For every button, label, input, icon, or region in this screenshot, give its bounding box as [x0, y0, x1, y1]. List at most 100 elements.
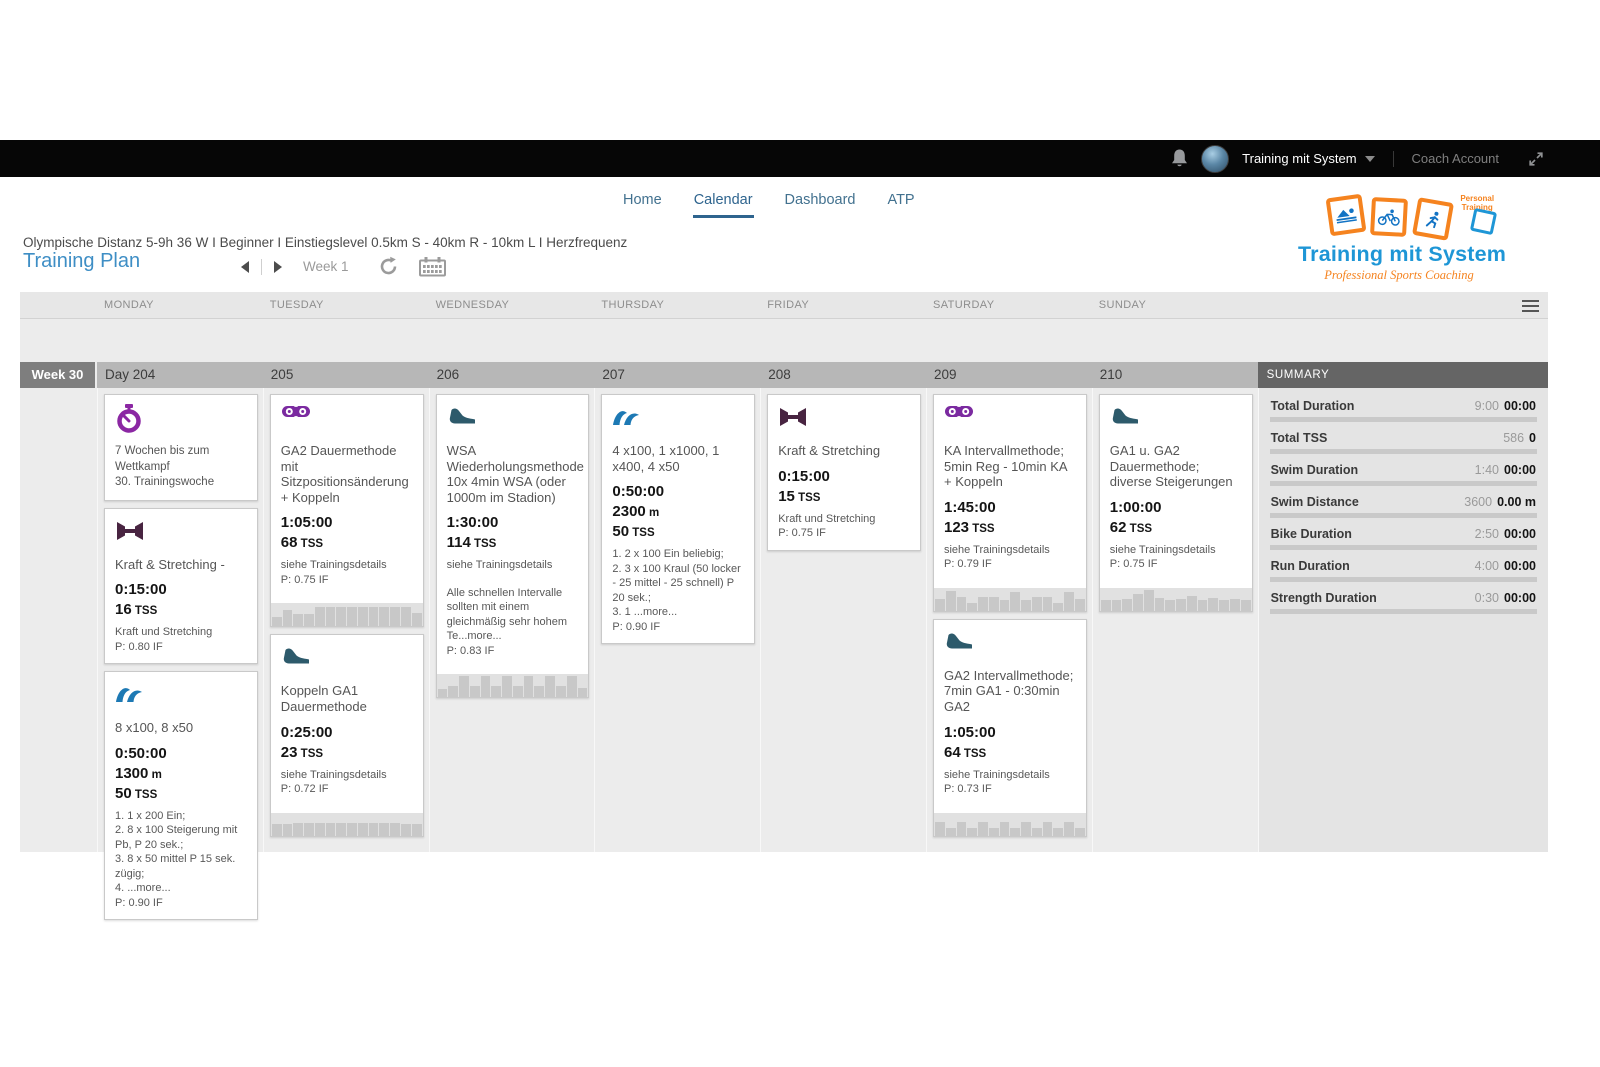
workout-card[interactable]: 8 x100, 8 x50 0:50:00 1300 m 50 TSS 1. 1 x 2…: [104, 671, 258, 921]
refresh-icon[interactable]: [378, 256, 399, 277]
workout-tss: 50 TSS: [115, 784, 158, 802]
workout-card[interactable]: 4 x100, 1 x1000, 1 x400, 4 x50 0:50:00 230…: [601, 394, 756, 645]
workout-intensity: P: 0.73 IF: [943, 783, 992, 796]
workout-details: Kraft und Stretching: [778, 512, 876, 525]
workout-duration: 0:25:00: [280, 723, 333, 741]
menu-icon[interactable]: [1522, 300, 1539, 315]
workout-intensity: P: 0.72 IF: [280, 783, 329, 796]
card-content: Kraft & Stretching - 0:15:00 16 TSS Kraft u…: [105, 509, 257, 664]
workout-tss: 64 TSS: [943, 743, 987, 761]
nav-dashboard[interactable]: Dashboard: [784, 192, 856, 208]
card-content: KA Intervallmethode; 5min Reg - 10min KA…: [934, 395, 1086, 581]
summary-actual-value: 0: [1529, 431, 1536, 445]
summary-label: Bike Duration: [1270, 527, 1352, 541]
personal-training-square-icon: [1470, 207, 1498, 236]
run-icon: [281, 644, 413, 674]
summary-progress-bar: [1269, 577, 1537, 582]
workout-card[interactable]: GA2 Dauermethode mit Sitzpositionsänderu…: [269, 394, 424, 628]
workout-details: Kraft und Stretching: [115, 626, 213, 639]
workout-title: Kraft & Stretching: [778, 443, 881, 458]
day-header-tuesday: TUESDAY: [269, 299, 324, 311]
fullscreen-icon[interactable]: [1528, 151, 1544, 167]
workout-intensity: P: 0.80 IF: [115, 640, 163, 653]
summary-actual-value: 0.00 m: [1497, 495, 1536, 509]
workout-title: 8 x100, 8 x50: [115, 720, 194, 736]
summary-header: SUMMARY: [1257, 362, 1548, 388]
runner-badge-icon: [1411, 197, 1455, 241]
nav-calendar[interactable]: Calendar: [692, 190, 754, 218]
plan-title: Training Plan: [23, 250, 141, 272]
note-card[interactable]: 7 Wochen bis zum Wettkampf 30. Trainingsw…: [104, 394, 258, 501]
workout-duration: 0:15:00: [115, 581, 167, 599]
workout-duration: 0:50:00: [612, 483, 665, 501]
summary-planned-value: 3600: [1464, 495, 1493, 509]
day-header-thursday: THURSDAY: [601, 299, 665, 311]
card-content: WSA Wiederholungsmethode 10x 4min WSA (o…: [437, 395, 589, 667]
card-content: 8 x100, 8 x50 0:50:00 1300 m 50 TSS 1. 1 x 2…: [105, 672, 257, 919]
summary-values: 0:30 00:00: [1475, 591, 1536, 605]
workout-profile-chart: [270, 603, 423, 627]
prev-week-button[interactable]: [241, 260, 249, 273]
avatar[interactable]: [1201, 144, 1230, 173]
personal-training-badge: Personal Training: [1458, 194, 1500, 236]
summary-row: Swim Distance 3600 0.00 m: [1269, 493, 1537, 518]
day-number: 208: [760, 362, 926, 388]
workout-details: siehe Trainingsdetails: [1109, 543, 1216, 556]
workout-duration: 0:15:00: [778, 467, 830, 485]
workout-card[interactable]: KA Intervallmethode; 5min Reg - 10min KA…: [932, 394, 1087, 612]
week-row: Week 30 Day 204 205 206 207 208 209 210 SUMMAR…: [20, 362, 1548, 388]
workout-intensity: P: 0.83 IF: [446, 644, 495, 657]
summary-progress-bar: [1269, 417, 1537, 422]
summary-label: Swim Duration: [1270, 463, 1359, 477]
run-icon: [944, 629, 1076, 659]
workout-intensity: P: 0.75 IF: [778, 527, 826, 540]
brand-logo: Personal Training Training mit System Pro…: [1298, 193, 1506, 283]
calendar-body: 7 Wochen bis zum Wettkampf 30. Trainingsw…: [20, 388, 1548, 921]
day-numbers: Day 204 205 206 207 208 209 210: [97, 362, 1258, 388]
workout-intensity: P: 0.75 IF: [280, 573, 329, 586]
notification-bell-icon[interactable]: [1171, 149, 1188, 168]
workout-title: GA2 Intervallmethode; 7min GA1 - 0:30min…: [943, 667, 1074, 714]
card-content: Kraft & Stretching 0:15:00 15 TSS Kraft und…: [768, 395, 920, 550]
day-column: 7 Wochen bis zum Wettkampf 30. Trainingsw…: [97, 388, 263, 921]
summary-planned-value: 586: [1503, 431, 1525, 445]
nav-home[interactable]: Home: [623, 192, 662, 208]
workout-tss: 16 TSS: [115, 601, 158, 619]
weeknav-divider: [261, 258, 262, 275]
summary-progress-bar: [1269, 449, 1537, 454]
workout-card[interactable]: GA1 u. GA2 Dauermethode; diverse Steiger…: [1098, 394, 1253, 612]
summary-planned-value: 2:50: [1474, 527, 1500, 541]
summary-actual-value: 00:00: [1504, 591, 1536, 605]
note-text: 7 Wochen bis zum Wettkampf 30. Trainingsw…: [115, 445, 215, 489]
personal-training-text: Personal Training: [1460, 194, 1495, 212]
day-number: 207: [594, 362, 761, 388]
day-column: KA Intervallmethode; 5min Reg - 10min KA…: [925, 388, 1092, 852]
summary-values: 1:40 00:00: [1475, 463, 1536, 477]
swim-icon: [612, 404, 744, 434]
summary-panel: Total Duration 9:00 00:00 Total TSS 586 0 Swim…: [1257, 388, 1548, 852]
week-label[interactable]: Week 30: [20, 362, 97, 388]
cyclist-badge-icon: [1370, 197, 1409, 237]
workout-intensity: P: 0.90 IF: [612, 620, 661, 633]
workout-card[interactable]: Kraft & Stretching 0:15:00 15 TSS Kraft und…: [767, 394, 921, 551]
bike-icon: [281, 404, 413, 434]
workout-card[interactable]: Kraft & Stretching - 0:15:00 16 TSS Kraft u…: [104, 507, 258, 665]
calendar-picker-icon[interactable]: [418, 256, 446, 277]
workout-details: siehe Trainingsdetails Alle schnellen Int…: [446, 559, 568, 643]
next-week-button[interactable]: [274, 260, 282, 273]
nav-atp[interactable]: ATP: [887, 192, 915, 208]
workout-card[interactable]: GA2 Intervallmethode; 7min GA1 - 0:30min…: [932, 618, 1087, 837]
workout-card[interactable]: WSA Wiederholungsmethode 10x 4min WSA (o…: [435, 394, 590, 699]
stopwatch-icon: [115, 404, 247, 434]
summary-actual-value: 00:00: [1504, 399, 1536, 413]
account-menu[interactable]: Training mit System: [1242, 151, 1375, 166]
body-gutter: [20, 388, 97, 852]
run-icon: [447, 404, 579, 434]
workout-card[interactable]: Koppeln GA1 Dauermethode 0:25:00 23 TSS sie…: [269, 634, 424, 837]
workout-tss: 50 TSS: [612, 523, 655, 541]
week-selector-label[interactable]: Week 1: [303, 259, 349, 274]
workout-title: Koppeln GA1 Dauermethode: [280, 683, 367, 714]
week-navigation: Week 1: [241, 256, 446, 277]
summary-label: Total TSS: [1270, 431, 1328, 445]
coach-account-link[interactable]: Coach Account: [1411, 151, 1499, 166]
